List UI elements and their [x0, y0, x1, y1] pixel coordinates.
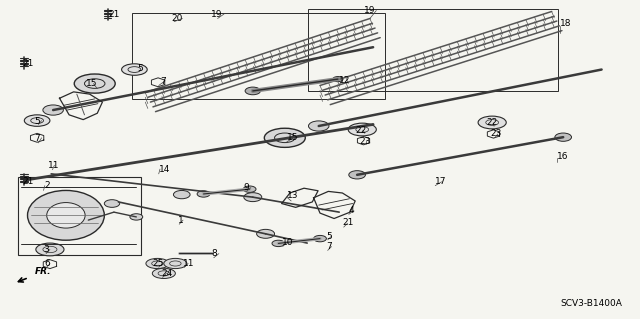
Circle shape	[314, 235, 326, 242]
Circle shape	[245, 87, 260, 95]
Ellipse shape	[28, 190, 104, 240]
Text: 15: 15	[86, 79, 98, 88]
Circle shape	[272, 240, 285, 247]
Circle shape	[333, 77, 343, 82]
Text: 11: 11	[183, 259, 195, 268]
Text: 5: 5	[138, 64, 143, 73]
Text: 23: 23	[490, 130, 502, 138]
Text: SCV3-B1400A: SCV3-B1400A	[560, 299, 622, 308]
Bar	[18, 177, 141, 255]
Text: 25: 25	[152, 259, 164, 268]
Circle shape	[308, 121, 329, 131]
Ellipse shape	[164, 258, 187, 269]
Circle shape	[555, 133, 572, 141]
Ellipse shape	[348, 123, 376, 136]
Text: 12: 12	[339, 76, 351, 85]
Text: 16: 16	[557, 152, 568, 161]
Text: 7: 7	[160, 77, 166, 86]
Text: 5: 5	[34, 117, 40, 126]
Circle shape	[43, 105, 63, 115]
Text: 7: 7	[34, 134, 40, 143]
Circle shape	[130, 214, 143, 220]
Text: 21: 21	[22, 59, 34, 68]
Text: 21: 21	[342, 218, 354, 227]
Text: 1: 1	[178, 216, 184, 225]
Text: 4: 4	[349, 206, 355, 215]
Text: 24: 24	[161, 269, 173, 278]
Ellipse shape	[122, 64, 147, 75]
Text: 14: 14	[159, 165, 170, 174]
Text: 19: 19	[211, 10, 223, 19]
Text: 6: 6	[45, 259, 51, 268]
Ellipse shape	[36, 243, 64, 256]
Text: 20: 20	[171, 14, 182, 23]
Circle shape	[257, 229, 275, 238]
Circle shape	[244, 193, 262, 202]
Text: 18: 18	[560, 19, 572, 28]
Ellipse shape	[478, 116, 506, 129]
Text: 15: 15	[287, 133, 298, 142]
Text: 9: 9	[243, 183, 249, 192]
Bar	[132, 13, 385, 99]
Text: 22: 22	[355, 126, 367, 135]
Text: 21: 21	[22, 177, 34, 186]
Text: 3: 3	[44, 245, 49, 254]
Text: 23: 23	[359, 137, 371, 146]
Text: 11: 11	[48, 161, 60, 170]
Ellipse shape	[152, 268, 175, 278]
Ellipse shape	[264, 128, 305, 147]
Text: 2: 2	[45, 181, 51, 190]
Ellipse shape	[146, 258, 169, 269]
Text: 19: 19	[364, 6, 375, 15]
Circle shape	[349, 171, 365, 179]
Ellipse shape	[74, 74, 115, 93]
Text: 10: 10	[282, 238, 293, 247]
Text: 5: 5	[326, 232, 332, 241]
Circle shape	[173, 190, 190, 199]
Bar	[308, 9, 558, 91]
Ellipse shape	[24, 115, 50, 126]
Ellipse shape	[47, 203, 85, 228]
Circle shape	[104, 200, 120, 207]
Text: 13: 13	[287, 191, 298, 200]
Text: 8: 8	[211, 249, 217, 258]
Circle shape	[243, 186, 256, 192]
Text: 17: 17	[435, 177, 447, 186]
Circle shape	[197, 191, 210, 197]
Text: 7: 7	[326, 242, 332, 251]
Text: 22: 22	[486, 118, 498, 127]
Text: 21: 21	[109, 10, 120, 19]
Text: FR.: FR.	[35, 267, 52, 276]
